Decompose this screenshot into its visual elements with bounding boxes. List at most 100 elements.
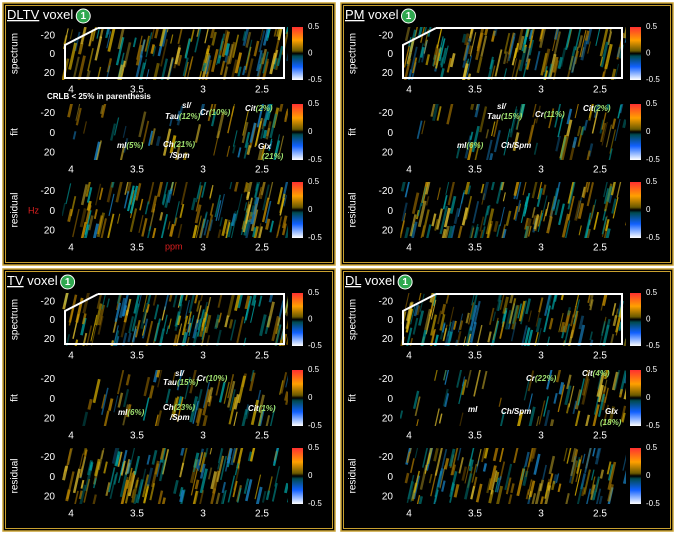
texture-stroke [518, 35, 525, 51]
texture-stroke [194, 479, 200, 490]
texture-stroke [273, 27, 278, 37]
panel-inner-border [343, 5, 671, 263]
texture-stroke [490, 65, 496, 80]
texture-stroke [172, 182, 177, 196]
texture-stroke [574, 28, 582, 51]
texture-stroke [470, 227, 475, 238]
texture-stroke [271, 482, 278, 502]
texture-stroke [220, 490, 226, 504]
colorbar [630, 104, 641, 160]
texture-stroke [134, 319, 141, 338]
texture-stroke [260, 144, 266, 160]
texture-stroke [558, 312, 564, 333]
y-axis-label: spectrum [10, 299, 21, 340]
texture-stroke [201, 52, 211, 80]
texture-stroke [496, 224, 501, 237]
texture-stroke [149, 482, 156, 501]
texture-stroke [588, 104, 594, 118]
texture-stroke [241, 408, 249, 426]
texture-stroke [448, 448, 456, 467]
texture-stroke [442, 328, 448, 342]
texture-stroke [87, 398, 93, 410]
texture-stroke [179, 489, 185, 503]
texture-stroke [131, 479, 139, 503]
texture-stroke [438, 36, 444, 53]
texture-stroke [446, 57, 452, 73]
texture-stroke [591, 111, 599, 134]
texture-stroke [578, 315, 585, 330]
texture-stroke [217, 193, 225, 221]
x-tick-label: 2.5 [255, 509, 269, 520]
metabolite-label: Glx [605, 407, 618, 416]
colorbar-label: 0 [646, 471, 651, 480]
texture-stroke [426, 224, 432, 238]
texture-stroke [428, 473, 433, 484]
texture-stroke [170, 397, 178, 418]
texture-stroke [166, 57, 174, 80]
texture-stroke [527, 370, 535, 392]
metabolite-label: (21%) [262, 152, 284, 161]
texture-stroke [230, 210, 239, 238]
texture-stroke [594, 448, 602, 465]
texture-stroke [436, 106, 442, 121]
texture-stroke [503, 128, 511, 156]
texture-stroke [273, 140, 281, 160]
texture-stroke [227, 221, 234, 238]
texture-stroke [565, 220, 571, 238]
texture-stroke [548, 108, 555, 129]
texture-stroke [143, 376, 151, 397]
texture-stroke [166, 325, 170, 335]
texture-stroke [265, 127, 271, 140]
texture-stroke [552, 60, 559, 80]
texture-stroke [169, 223, 175, 237]
texture-stroke [489, 153, 494, 160]
texture-stroke [94, 458, 101, 477]
metabolite-label: Ch/Spm [501, 407, 531, 416]
colorbar-label: 0.5 [646, 365, 658, 374]
texture-stroke [586, 182, 594, 207]
colorbar [630, 370, 641, 426]
texture-stroke [79, 208, 87, 228]
texture-stroke [611, 198, 617, 214]
metabolite-name: sI/ [497, 102, 507, 111]
panel-title: DLTV voxel [7, 7, 73, 22]
x-tick-label: 2.5 [593, 243, 607, 254]
texture-stroke [110, 182, 115, 188]
texture-stroke [570, 313, 579, 338]
badge-label: 1 [65, 277, 71, 288]
texture-stroke [599, 119, 605, 134]
texture-stroke [513, 42, 520, 59]
texture-stroke [192, 490, 199, 504]
texture-stroke [253, 182, 261, 205]
x-tick-label: 4 [68, 351, 74, 362]
texture-stroke [113, 395, 119, 413]
texture-stroke [217, 293, 223, 308]
texture-stroke [586, 150, 591, 160]
texture-stroke [606, 186, 613, 202]
texture-stroke [484, 27, 489, 36]
plot-area [400, 370, 626, 426]
texture-stroke [165, 388, 171, 404]
texture-stroke [433, 494, 438, 504]
texture-stroke [534, 331, 539, 346]
metabolite-label: Ch(23%) [163, 403, 195, 412]
texture-stroke [170, 34, 174, 44]
y-axis-label: fit [10, 394, 21, 402]
texture-stroke [241, 121, 249, 144]
texture-stroke [247, 451, 253, 462]
texture-stroke [285, 391, 288, 406]
texture-stroke [96, 212, 106, 238]
texture-stroke [410, 306, 416, 325]
texture-stroke [525, 58, 531, 70]
texture-stroke [413, 470, 421, 493]
texture-stroke [613, 370, 621, 390]
texture-stroke [461, 379, 468, 396]
texture-stroke [117, 370, 125, 395]
texture-stroke [78, 42, 84, 55]
texture-stroke [525, 298, 532, 315]
texture-stroke [122, 404, 129, 426]
texture-stroke [555, 135, 561, 152]
texture-stroke [415, 305, 421, 316]
texture-stroke [108, 193, 115, 217]
y-tick-label: 20 [44, 491, 56, 502]
